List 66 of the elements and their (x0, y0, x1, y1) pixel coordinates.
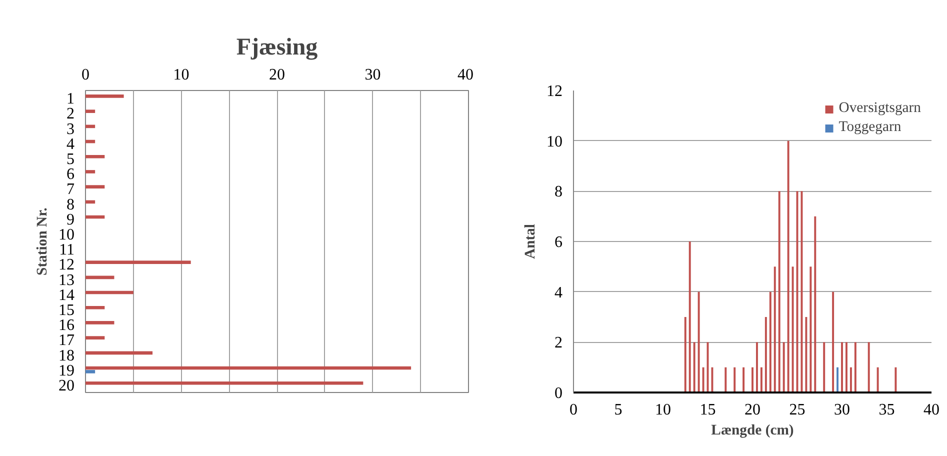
y-axis-title: Station Nr. (34, 207, 50, 276)
y-tick-label: 12 (546, 83, 562, 100)
x-tick-label: 30 (364, 66, 381, 84)
y-tick-label: 6 (66, 166, 74, 184)
y-tick-label: 2 (554, 334, 562, 352)
bar (86, 370, 96, 374)
y-tick-label: 4 (66, 136, 74, 153)
bar (86, 154, 105, 158)
y-tick-label: 2 (66, 106, 74, 123)
x-tick-label: 5 (614, 402, 622, 418)
x-tick-label: 10 (173, 66, 190, 84)
y-tick-label: 10 (546, 133, 562, 150)
x-tick-label: 30 (834, 402, 850, 418)
y-tick-label: 4 (554, 284, 562, 302)
x-tick-label: 0 (570, 402, 578, 418)
bar (86, 260, 191, 264)
bar (86, 366, 412, 370)
bar (86, 351, 153, 355)
x-tick-label: 25 (789, 402, 806, 418)
x-tick-label: 0 (82, 66, 90, 84)
y-tick-label: 1 (66, 90, 74, 108)
bar (86, 306, 105, 310)
x-tick-label: 35 (878, 402, 895, 418)
x-tick-label: 15 (700, 402, 716, 418)
y-tick-label: 9 (66, 211, 74, 228)
y-tick-label: 15 (58, 302, 74, 319)
y-tick-label: 14 (58, 286, 74, 304)
x-axis-title: Længde (cm) (711, 422, 794, 438)
bar (86, 321, 114, 324)
bar (86, 124, 96, 128)
bar (86, 170, 96, 174)
bar (86, 185, 105, 188)
bar (86, 110, 96, 113)
y-tick-label: 3 (66, 120, 74, 138)
y-tick-label: 11 (59, 242, 74, 259)
legend-label: Oversigtsgarn (838, 100, 921, 117)
x-tick-label: 40 (458, 66, 474, 84)
y-tick-label: 20 (58, 377, 74, 394)
y-tick-label: 6 (554, 234, 562, 251)
x-tick-label: 20 (269, 66, 285, 84)
y-tick-label: 8 (554, 184, 562, 201)
legend-label: Toggegarn (838, 119, 902, 136)
bar (86, 140, 96, 144)
y-tick-label: 18 (58, 347, 74, 364)
y-axis-title: Antal (522, 224, 538, 260)
y-tick-label: 0 (554, 385, 562, 402)
x-tick-label: 40 (924, 402, 940, 418)
bar (86, 381, 364, 385)
bar (86, 336, 105, 340)
y-tick-label: 16 (58, 317, 74, 334)
y-tick-label: 10 (58, 226, 74, 244)
bar (86, 200, 96, 204)
y-tick-label: 17 (58, 332, 74, 350)
y-tick-label: 8 (66, 196, 74, 214)
bar (86, 94, 124, 98)
chart-title: Fjæsing (236, 34, 318, 60)
x-tick-label: 20 (744, 402, 760, 418)
y-tick-label: 19 (58, 362, 74, 380)
y-tick-label: 7 (66, 181, 74, 198)
x-tick-label: 10 (655, 402, 671, 418)
bar (86, 276, 114, 280)
bar (86, 215, 105, 219)
y-tick-label: 13 (58, 272, 74, 289)
bar (86, 290, 134, 294)
y-tick-label: 5 (66, 150, 74, 168)
y-tick-label: 12 (58, 256, 74, 274)
